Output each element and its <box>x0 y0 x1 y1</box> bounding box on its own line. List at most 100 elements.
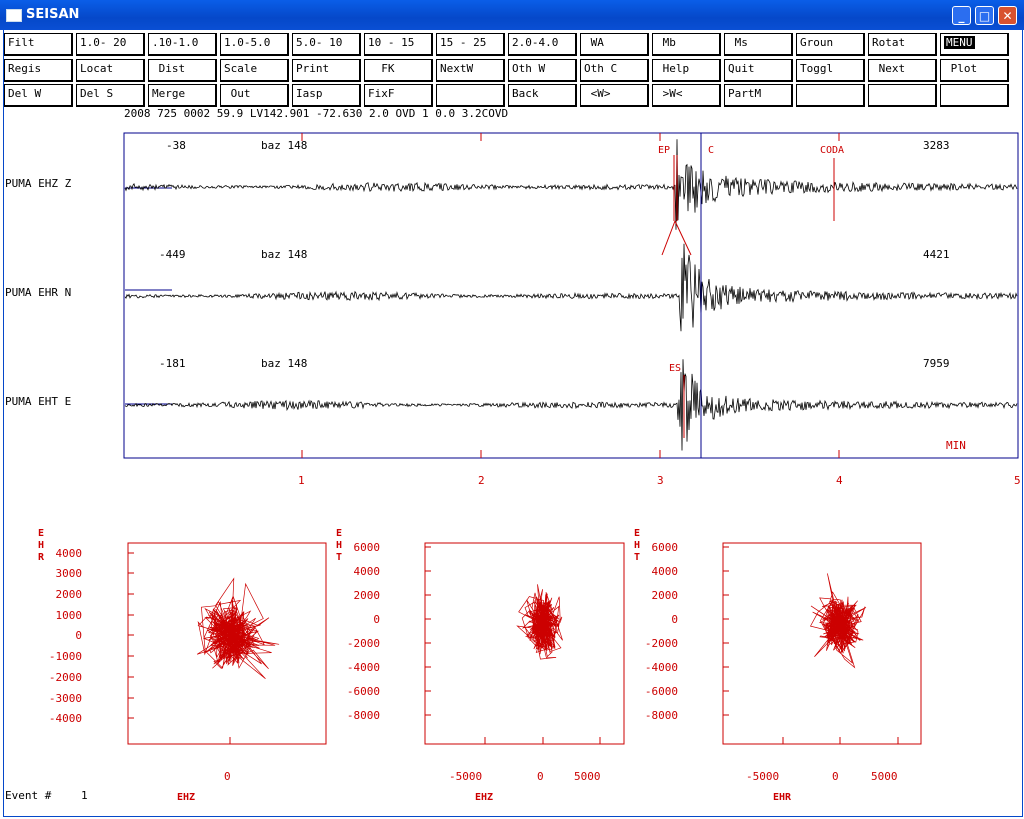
menu-button-label: Help <box>656 62 690 75</box>
station-label[interactable]: PUMA EHT E <box>5 395 71 408</box>
menu-button[interactable]: Print <box>292 59 361 82</box>
menu-button[interactable]: Merge <box>148 84 217 107</box>
menu-button[interactable]: 10 - 15 <box>364 33 433 56</box>
menu-button[interactable] <box>940 84 1009 107</box>
axis-label-letter: E <box>634 528 640 539</box>
menu-button-label: .10-1.0 <box>152 36 199 49</box>
menu-button-label: 10 - 15 <box>368 36 415 49</box>
menu-button[interactable]: Oth W <box>508 59 577 82</box>
menu-button-label: 2.0-4.0 <box>512 36 559 49</box>
y-tick-label: -1000 <box>49 650 82 663</box>
menu-button[interactable]: Back <box>508 84 577 107</box>
menu-button-label: Print <box>296 62 330 75</box>
y-tick-label: 2000 <box>354 589 381 602</box>
station-label[interactable]: PUMA EHZ Z <box>5 177 72 190</box>
menu-button[interactable]: Del S <box>76 84 145 107</box>
trace-max-amplitude: 4421 <box>923 248 950 261</box>
menu-button[interactable]: Filt <box>4 33 73 56</box>
menu-button[interactable]: Oth C <box>580 59 649 82</box>
particle-motion-curve <box>516 584 563 660</box>
trace-min-amplitude: -38 <box>166 139 186 152</box>
menu-button[interactable]: 15 - 25 <box>436 33 505 56</box>
menu-button-label: Dist <box>152 62 186 75</box>
menu-button[interactable]: Iasp <box>292 84 361 107</box>
menu-button[interactable]: Regis <box>4 59 73 82</box>
minimize-icon[interactable]: _ <box>952 6 971 25</box>
time-tick-label: 2 <box>478 474 485 487</box>
menu-button[interactable]: Mb <box>652 33 721 56</box>
title-bar: SEISAN _ □ ✕ <box>0 0 1024 30</box>
menu-button-label: Regis <box>8 62 42 75</box>
menu-button[interactable]: FK <box>364 59 433 82</box>
menu-button[interactable]: Toggl <box>796 59 865 82</box>
y-tick-label: 2000 <box>56 588 83 601</box>
menu-button[interactable]: Locat <box>76 59 145 82</box>
menu-button[interactable]: Scale <box>220 59 289 82</box>
menu-button[interactable]: .10-1.0 <box>148 33 217 56</box>
menu-button[interactable]: Plot <box>940 59 1009 82</box>
menu-button[interactable]: Out <box>220 84 289 107</box>
menu-button-label: Del S <box>80 87 114 100</box>
particle-motion-curve <box>196 577 280 679</box>
waveform-trace-eht[interactable] <box>124 359 1018 451</box>
menu-button-label: <W> <box>584 87 611 100</box>
menu-button[interactable]: PartM <box>724 84 793 107</box>
menu-button[interactable] <box>796 84 865 107</box>
menu-button[interactable]: 5.0- 10 <box>292 33 361 56</box>
waveform-trace-ehz[interactable] <box>124 139 1018 230</box>
x-axis-label: EHZ <box>475 792 493 803</box>
phase-label-ep: EP <box>658 145 670 156</box>
menu-button[interactable] <box>868 84 937 107</box>
time-tick-label: 5 <box>1014 474 1021 487</box>
menu-button-label: NextW <box>440 62 474 75</box>
menu-button-label: Toggl <box>800 62 834 75</box>
menu-button[interactable]: 1.0-5.0 <box>220 33 289 56</box>
phase-pick-ep[interactable]: EP <box>658 145 692 256</box>
menu-button-label: Quit <box>728 62 755 75</box>
maximize-icon[interactable]: □ <box>975 6 994 25</box>
menu-button-label: 5.0- 10 <box>296 36 343 49</box>
trace-max-amplitude: 3283 <box>923 139 950 152</box>
menu-button[interactable]: Del W <box>4 84 73 107</box>
menu-button[interactable]: Quit <box>724 59 793 82</box>
menu-button[interactable]: Dist <box>148 59 217 82</box>
trace-min-amplitude: -449 <box>159 248 186 261</box>
menu-button[interactable] <box>436 84 505 107</box>
menu-button-label: Next <box>872 62 906 75</box>
axis-label-letter: H <box>336 540 342 551</box>
menu-button[interactable]: <W> <box>580 84 649 107</box>
menu-button-label: Oth C <box>584 62 618 75</box>
y-tick-label: 4000 <box>652 565 679 578</box>
menu-button[interactable]: Help <box>652 59 721 82</box>
menu-button-label: Del W <box>8 87 42 100</box>
y-tick-label: 4000 <box>56 547 83 560</box>
particle-motion-frame <box>127 542 327 745</box>
menu-button[interactable]: 2.0-4.0 <box>508 33 577 56</box>
menu-button-label: 1.0- 20 <box>80 36 127 49</box>
y-tick-label: 1000 <box>56 609 83 622</box>
phase-pick-es[interactable]: ES <box>669 363 685 438</box>
menu-button[interactable]: FixF <box>364 84 433 107</box>
menu-button[interactable]: Rotat <box>868 33 937 56</box>
menu-button[interactable]: WA <box>580 33 649 56</box>
trace-backazimuth: baz 148 <box>261 248 307 261</box>
menu-button-label: Scale <box>224 62 258 75</box>
phase-label-c[interactable]: C <box>708 145 714 156</box>
menu-button[interactable]: Groun <box>796 33 865 56</box>
axis-label-letter: H <box>634 540 640 551</box>
phase-pick-coda[interactable]: CODA <box>820 145 844 221</box>
waveform-trace-ehr[interactable] <box>124 243 1018 332</box>
station-label[interactable]: PUMA EHR N <box>5 286 71 299</box>
menu-button[interactable]: 1.0- 20 <box>76 33 145 56</box>
close-icon[interactable]: ✕ <box>998 6 1017 25</box>
x-tick-label: 5000 <box>574 770 601 783</box>
particle-motion-plot-ehr-eht: EHT 6000 4000 2000 0 -2000 -4000 -6000 -8000 -500… <box>634 528 922 803</box>
menu-button[interactable]: Next <box>868 59 937 82</box>
menu-button[interactable]: NextW <box>436 59 505 82</box>
menu-button-label: Groun <box>800 36 834 49</box>
menu-button[interactable]: >W< <box>652 84 721 107</box>
menu-button[interactable]: Ms <box>724 33 793 56</box>
particle-motion-frame <box>424 542 625 745</box>
y-tick-label: 6000 <box>354 541 381 554</box>
menu-button[interactable]: MENU <box>940 33 1009 56</box>
